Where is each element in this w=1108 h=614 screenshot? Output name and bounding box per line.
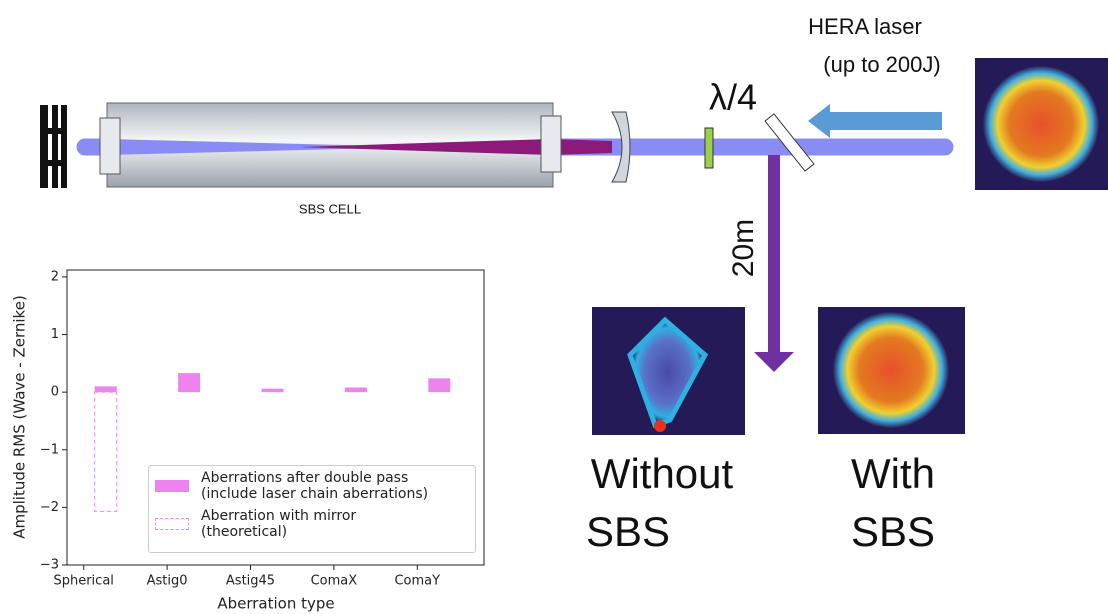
- y-tick-label: −1: [40, 442, 59, 457]
- profile-label: Without: [591, 450, 734, 497]
- x-tick-label: Astig45: [226, 574, 275, 589]
- profile-label: With: [851, 450, 935, 497]
- window: [100, 118, 120, 174]
- legend: Aberrations after double pass (include l…: [148, 465, 476, 553]
- profile-label: SBS: [851, 508, 935, 555]
- legend-entry: Aberrations after double pass (include l…: [155, 470, 469, 502]
- x-tick-label: Spherical: [53, 574, 113, 589]
- y-axis-label: Amplitude RMS (Wave - Zernike): [11, 295, 29, 539]
- y-tick-label: 1: [51, 327, 59, 342]
- y-tick-label: 0: [51, 385, 59, 400]
- legend-swatch: [155, 518, 189, 530]
- input-arrow: [808, 104, 942, 138]
- input-profile-spot: [983, 66, 1099, 182]
- bar: [95, 386, 117, 392]
- waveplate: [705, 128, 713, 168]
- laser-energy: (up to 200J): [823, 52, 940, 77]
- cell-label: SBS CELL: [299, 201, 361, 216]
- y-tick-label: −2: [40, 500, 59, 515]
- x-tick-label: ComaY: [394, 574, 440, 589]
- waveplate-label: λ/4: [709, 77, 757, 118]
- legend-label: Aberration with mirror (theoretical): [201, 508, 356, 540]
- x-tick-label: ComaX: [311, 574, 358, 589]
- window: [541, 116, 561, 172]
- bar: [262, 389, 284, 392]
- legend-label: Aberrations after double pass (include l…: [201, 470, 428, 502]
- legend-swatch: [155, 480, 189, 492]
- laser-name: HERA laser: [808, 14, 922, 39]
- bar: [178, 373, 200, 392]
- profile-label: SBS: [586, 508, 670, 555]
- x-tick-label: Astig0: [147, 574, 188, 589]
- bar: [428, 378, 450, 392]
- profile-with-spot: [833, 312, 949, 428]
- figure: HERA laser (up to 200J) λ/4 SBS CELL 20m…: [0, 0, 1108, 614]
- bar: [95, 392, 117, 511]
- x-axis-label: Aberration type: [217, 595, 334, 613]
- output-arrow: [754, 155, 794, 372]
- y-tick-label: −3: [40, 558, 59, 573]
- bar: [345, 388, 367, 393]
- y-tick-label: 2: [51, 269, 59, 284]
- hot-spot: [654, 420, 666, 432]
- legend-entry: Aberration with mirror (theoretical): [155, 508, 469, 540]
- distance-label: 20m: [727, 219, 760, 277]
- beam-dump: [40, 105, 67, 188]
